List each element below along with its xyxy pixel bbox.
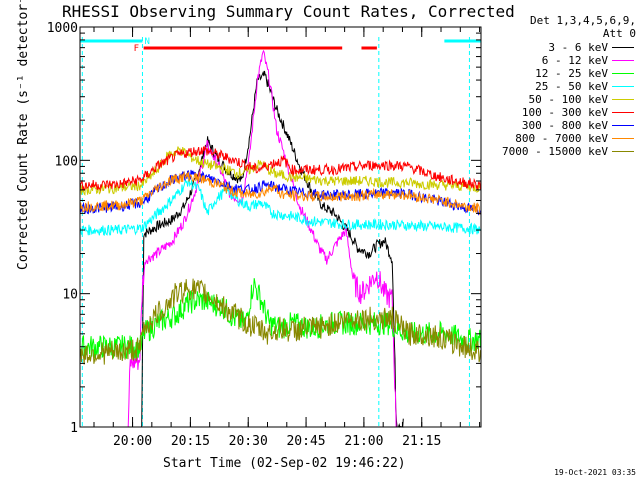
legend-label: 6 - 12 keV: [541, 54, 608, 67]
legend-entry: 25 - 50 keV: [470, 80, 636, 93]
legend-swatch: [612, 125, 634, 126]
legend-swatch: [612, 47, 634, 48]
legend-swatch: [612, 60, 634, 61]
plot-frame: [79, 26, 482, 428]
legend-entry: 12 - 25 keV: [470, 67, 636, 80]
x-tick-label: 20:15: [171, 434, 210, 449]
x-tick-label: 20:45: [286, 434, 325, 449]
series-line: [141, 70, 404, 428]
legend-header: Det 1,3,4,5,6,9, Att 0: [530, 14, 636, 40]
x-tick-label: 20:00: [113, 434, 152, 449]
legend-label: 25 - 50 keV: [535, 80, 608, 93]
series-line: [79, 278, 481, 365]
flag-label-F: F: [134, 44, 139, 54]
legend-entry: 300 - 800 keV: [470, 119, 636, 132]
legend-swatch: [612, 73, 634, 74]
y-axis-label: Corrected Count Rate (s⁻¹ detector⁻¹): [16, 0, 31, 270]
legend-entry: 7000 - 15000 keV: [470, 145, 636, 158]
series-line: [127, 49, 397, 428]
x-tick-label: 21:00: [344, 434, 383, 449]
legend-label: 3 - 6 keV: [548, 41, 608, 54]
legend-swatch: [612, 138, 634, 139]
legend-swatch: [612, 112, 634, 113]
legend-swatch: [612, 99, 634, 100]
legend-label: 800 - 7000 keV: [515, 132, 608, 145]
legend-entry: 800 - 7000 keV: [470, 132, 636, 145]
legend-swatch: [612, 151, 634, 152]
legend-entry: 100 - 300 keV: [470, 106, 636, 119]
legend-label: 100 - 300 keV: [521, 106, 608, 119]
y-tick-label: 1000: [47, 21, 78, 36]
legend-label: 7000 - 15000 keV: [502, 145, 608, 158]
legend-entry: 6 - 12 keV: [470, 54, 636, 67]
series-line: [79, 169, 481, 216]
y-tick-label: 10: [62, 288, 78, 303]
legend-label: 50 - 100 keV: [528, 93, 608, 106]
x-tick-label: 20:30: [229, 434, 268, 449]
legend-entry: 3 - 6 keV: [470, 41, 636, 54]
x-axis-label: Start Time (02-Sep-02 19:46:22): [163, 456, 406, 471]
y-tick-label: 1: [70, 421, 78, 436]
series-line: [79, 145, 481, 192]
chart-title: RHESSI Observing Summary Count Rates, Co…: [62, 2, 515, 21]
legend-entry: 50 - 100 keV: [470, 93, 636, 106]
series-line: [79, 170, 481, 216]
y-tick-label: 100: [55, 154, 78, 169]
legend-label: 300 - 800 keV: [521, 119, 608, 132]
flag-label-N: N: [144, 37, 149, 47]
series-line: [79, 146, 481, 196]
series-line: [79, 176, 481, 236]
legend-swatch: [612, 86, 634, 87]
timestamp: 19-Oct-2021 03:35: [554, 468, 636, 477]
legend-label: 12 - 25 keV: [535, 67, 608, 80]
x-tick-label: 21:15: [402, 434, 441, 449]
